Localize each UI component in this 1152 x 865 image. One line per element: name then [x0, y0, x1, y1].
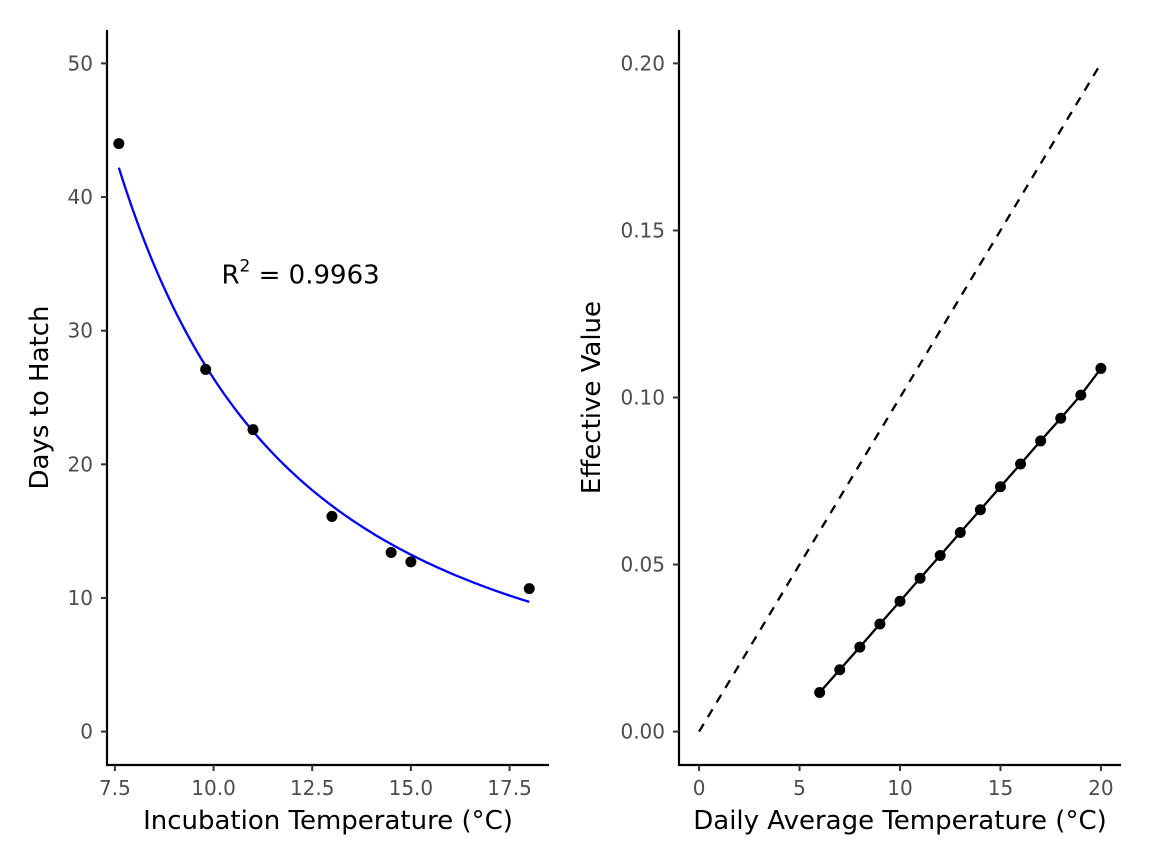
x-axis-title: Incubation Temperature (°C) — [143, 806, 513, 836]
data-point — [113, 138, 125, 150]
data-point — [1095, 362, 1107, 374]
r-squared-superscript: 2 — [240, 257, 251, 277]
fit-curve — [117, 167, 530, 604]
data-point — [814, 687, 826, 699]
data-point — [385, 547, 397, 559]
data-point — [1055, 412, 1067, 424]
x-tick-label: 10.0 — [191, 776, 236, 800]
y-tick-label: 20 — [68, 452, 93, 476]
x-tick-label: 7.5 — [99, 776, 131, 800]
r-squared-value: 0.9963 — [289, 261, 380, 291]
data-point — [874, 618, 886, 630]
data-point — [326, 510, 338, 522]
y-tick-label: 0.15 — [620, 218, 665, 242]
data-point — [894, 595, 906, 607]
data-point — [200, 363, 212, 375]
y-tick-label: 0 — [80, 720, 93, 744]
x-tick-label: 10 — [887, 776, 912, 800]
y-tick-label: 10 — [68, 586, 93, 610]
y-tick-label: 0.05 — [620, 553, 665, 577]
data-point — [954, 526, 966, 538]
x-tick-label: 15.0 — [389, 776, 434, 800]
data-point — [1075, 389, 1087, 401]
y-axis-title: Days to Hatch — [25, 306, 55, 490]
x-tick-label: 12.5 — [290, 776, 335, 800]
r-squared-prefix: R — [221, 261, 239, 291]
data-point — [934, 550, 946, 562]
left-panel: 0 10 20 30 40 50 7.5 10.0 12.5 15.0 17.5 Incubation… — [25, 30, 549, 836]
x-tick-label: 20 — [1088, 776, 1113, 800]
data-point — [405, 556, 417, 568]
reference-dashed-line — [698, 62, 1102, 733]
data-point — [974, 504, 986, 516]
x-tick-label: 0 — [693, 776, 706, 800]
y-tick-label: 30 — [68, 319, 93, 343]
y-tick-label: 50 — [68, 51, 93, 75]
data-point — [834, 664, 846, 676]
y-tick-label: 0.10 — [620, 386, 665, 410]
data-point — [854, 641, 866, 653]
y-axis-title: Effective Value — [577, 301, 607, 494]
x-tick-label: 5 — [793, 776, 806, 800]
data-point — [914, 572, 926, 584]
r-squared-annotation: R2 = 0.9963 — [221, 257, 379, 291]
x-tick-label: 15 — [988, 776, 1013, 800]
y-tick-label: 0.20 — [620, 51, 665, 75]
x-tick-label: 17.5 — [487, 776, 532, 800]
right-panel: 0.00 0.05 0.10 0.15 0.20 0 5 10 15 20 Daily Averag… — [577, 30, 1121, 836]
y-tick-label: 40 — [68, 185, 93, 209]
y-tick-label: 0.00 — [620, 720, 665, 744]
data-point — [1035, 435, 1047, 447]
data-point — [994, 481, 1006, 493]
data-point — [247, 424, 259, 436]
x-axis-title: Daily Average Temperature (°C) — [693, 806, 1107, 836]
data-point — [1015, 458, 1027, 470]
r-squared-equals: = — [250, 261, 288, 291]
data-point — [523, 583, 535, 595]
